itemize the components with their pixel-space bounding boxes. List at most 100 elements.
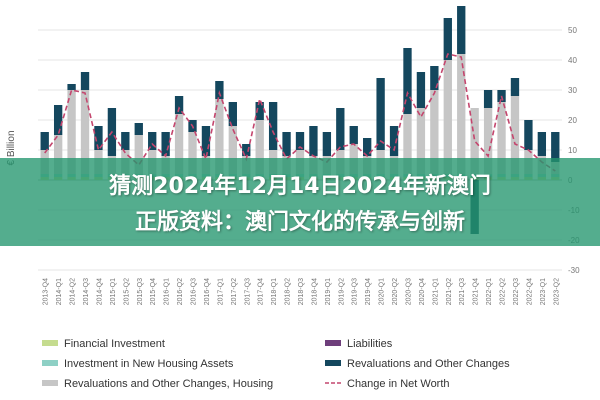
- legend-label: Change in Net Worth: [347, 378, 450, 390]
- x-tick-label: 2019-Q4: [365, 278, 372, 305]
- title-banner: [0, 158, 600, 246]
- x-tick-label: 2021-Q4: [473, 278, 480, 305]
- x-tick-label: 2017-Q4: [258, 278, 265, 305]
- bar: [430, 90, 439, 174]
- x-tick-label: 2016-Q2: [177, 278, 184, 305]
- x-tick-label: 2014-Q2: [70, 278, 77, 305]
- bar: [389, 126, 399, 156]
- x-tick-label: 2019-Q1: [325, 278, 332, 305]
- bar: [443, 60, 452, 174]
- x-tick-label: 2022-Q3: [513, 278, 520, 305]
- y-tick-label: 30: [568, 86, 577, 95]
- bar: [551, 132, 560, 162]
- x-tick-label: 2017-Q2: [231, 278, 238, 305]
- x-tick-label: 2015-Q4: [150, 278, 157, 305]
- bar: [403, 48, 412, 114]
- bar: [457, 54, 466, 174]
- x-tick-label: 2018-Q1: [271, 278, 278, 305]
- legend-label: Revaluations and Other Changes: [347, 358, 510, 370]
- x-tick-label: 2018-Q3: [298, 278, 305, 305]
- x-tick-label: 2018-Q2: [285, 278, 292, 305]
- bar: [322, 132, 332, 156]
- bar: [483, 108, 493, 174]
- x-tick-label: 2022-Q1: [486, 278, 493, 305]
- x-axis-ticks: 2013-Q4 2014-Q1 2014-Q2 2014-Q3 2014-Q4 2015-…: [43, 278, 561, 305]
- bar: [67, 90, 76, 174]
- bar: [174, 96, 184, 114]
- x-tick-label: 2022-Q4: [526, 278, 533, 305]
- x-tick-label: 2021-Q1: [432, 278, 439, 305]
- bar: [255, 120, 264, 174]
- bar: [228, 126, 237, 174]
- bar: [228, 102, 237, 126]
- bar: [524, 120, 533, 150]
- bar: [416, 72, 426, 108]
- net-worth-line-path: [44, 53, 556, 172]
- bar: [282, 132, 291, 156]
- x-tick-label: 2016-Q1: [164, 278, 171, 305]
- bar: [336, 108, 345, 150]
- legend-swatch: [42, 380, 58, 386]
- x-tick-label: 2018-Q4: [311, 278, 318, 305]
- bar: [349, 126, 358, 144]
- y-tick-label: 20: [568, 116, 577, 125]
- bar: [403, 114, 412, 174]
- x-tick-label: 2015-Q1: [110, 278, 117, 305]
- x-tick-label: 2019-Q3: [352, 278, 359, 305]
- x-tick-label: 2017-Q3: [244, 278, 251, 305]
- x-tick-label: 2023-Q1: [540, 278, 547, 305]
- bar: [443, 18, 452, 60]
- legend-label: Financial Investment: [64, 338, 165, 350]
- x-tick-label: 2021-Q3: [459, 278, 466, 305]
- legend-swatch: [325, 340, 341, 346]
- x-tick-label: 2020-Q4: [419, 278, 426, 305]
- bar: [67, 84, 76, 90]
- bar: [483, 90, 493, 108]
- bar: [537, 132, 547, 156]
- bar: [295, 132, 305, 150]
- x-tick-label: 2014-Q1: [56, 278, 63, 305]
- x-tick-label: 2023-Q2: [553, 278, 560, 305]
- y-axis-label: € Billion: [6, 130, 17, 165]
- bar: [309, 126, 318, 156]
- banner-title-line-2: 正版资料：澳门文化的传承与创新: [134, 210, 465, 235]
- bar: [121, 132, 130, 150]
- x-tick-label: 2017-Q1: [217, 278, 224, 305]
- bar: [80, 72, 90, 90]
- legend: Financial Investment Liabilities Investmen…: [42, 338, 510, 390]
- bar: [174, 114, 184, 174]
- bar: [161, 132, 170, 156]
- bar: [134, 135, 143, 174]
- bar: [134, 123, 143, 135]
- legend-label: Liabilities: [347, 338, 393, 350]
- x-tick-label: 2015-Q3: [137, 278, 144, 305]
- x-tick-label: 2020-Q2: [392, 278, 399, 305]
- x-tick-label: 2020-Q3: [405, 278, 412, 305]
- x-tick-label: 2022-Q2: [500, 278, 507, 305]
- legend-swatch: [42, 340, 58, 346]
- legend-swatch: [42, 360, 58, 366]
- x-tick-label: 2015-Q2: [123, 278, 130, 305]
- bar: [430, 66, 439, 90]
- bar: [215, 81, 224, 99]
- bar: [201, 126, 211, 156]
- legend-label: Revaluations and Other Changes, Housing: [64, 378, 273, 390]
- legend-swatch: [325, 360, 341, 366]
- y-tick-label: -30: [568, 266, 580, 275]
- x-tick-label: 2016-Q3: [191, 278, 198, 305]
- net-worth-line: [44, 53, 556, 172]
- x-tick-label: 2014-Q4: [96, 278, 103, 305]
- bar: [268, 102, 278, 150]
- bar: [497, 102, 506, 174]
- bar: [376, 78, 385, 150]
- y-tick-label: 50: [568, 26, 577, 35]
- bar: [53, 135, 63, 174]
- bar: [148, 132, 157, 150]
- x-tick-label: 2020-Q1: [379, 278, 386, 305]
- x-tick-label: 2014-Q3: [83, 278, 90, 305]
- bar: [80, 90, 90, 174]
- x-tick-label: 2016-Q4: [204, 278, 211, 305]
- bar: [40, 132, 49, 150]
- y-tick-label: 10: [568, 146, 577, 155]
- bar: [215, 99, 224, 174]
